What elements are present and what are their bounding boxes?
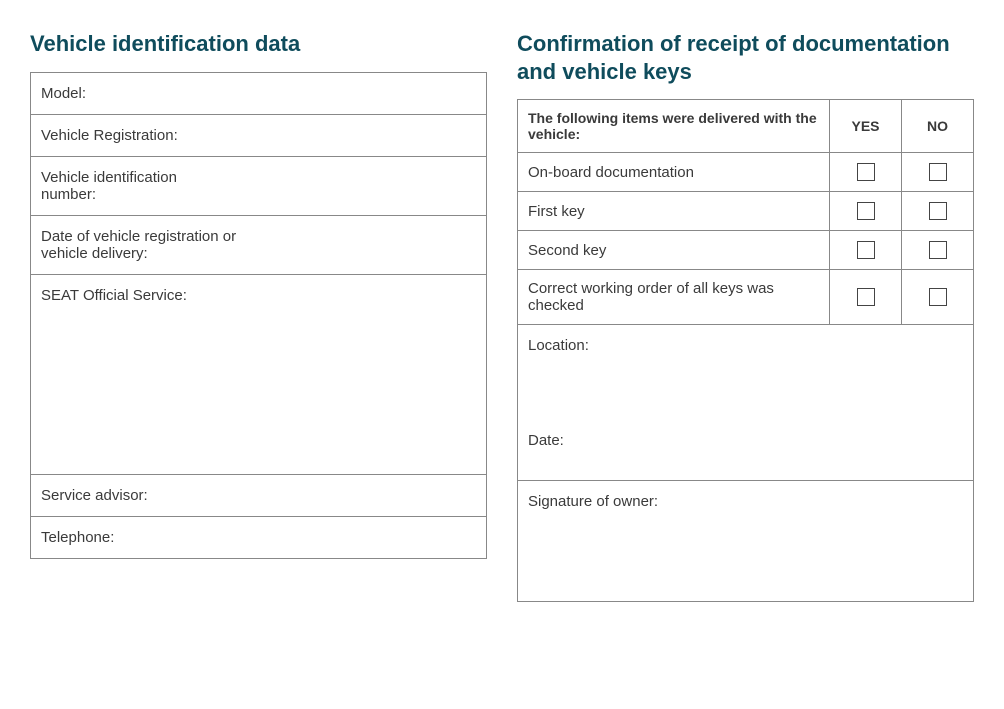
field-vehicle-registration[interactable]: Vehicle Registration:	[31, 115, 486, 157]
checkbox-yes[interactable]	[857, 163, 875, 181]
right-heading: Confirmation of receipt of documentation…	[517, 30, 974, 85]
field-registration-date[interactable]: Date of vehicle registration or vehicle …	[31, 216, 486, 275]
field-date[interactable]: Date:	[518, 420, 973, 480]
confirmation-details-box: Location: Date: Signature of owner:	[517, 325, 974, 602]
checklist-row: Second key	[518, 231, 974, 270]
checklist-item-label: Correct working order of all keys was ch…	[518, 270, 830, 325]
checklist-item-label: On-board documentation	[518, 153, 830, 192]
checklist-header-yes: YES	[830, 100, 902, 153]
field-seat-service[interactable]: SEAT Official Service:	[31, 275, 486, 475]
vehicle-id-box: Model: Vehicle Registration: Vehicle ide…	[30, 72, 487, 559]
checkbox-yes[interactable]	[857, 202, 875, 220]
checkbox-no[interactable]	[929, 163, 947, 181]
delivery-checklist: The following items were delivered with …	[517, 99, 974, 325]
checklist-row: First key	[518, 192, 974, 231]
field-service-advisor[interactable]: Service advisor:	[31, 475, 486, 517]
checkbox-no[interactable]	[929, 241, 947, 259]
checklist-header-prompt: The following items were delivered with …	[518, 100, 830, 153]
right-column: Confirmation of receipt of documentation…	[517, 30, 974, 602]
checklist-item-label: Second key	[518, 231, 830, 270]
checkbox-no[interactable]	[929, 202, 947, 220]
field-location[interactable]: Location:	[518, 325, 973, 420]
checklist-row: On-board documentation	[518, 153, 974, 192]
checkbox-no[interactable]	[929, 288, 947, 306]
field-vin[interactable]: Vehicle identification number:	[31, 157, 486, 216]
left-column: Vehicle identification data Model: Vehic…	[30, 30, 487, 602]
field-signature[interactable]: Signature of owner:	[518, 481, 973, 601]
checkbox-yes[interactable]	[857, 288, 875, 306]
location-date-group: Location: Date:	[518, 325, 973, 481]
checklist-header-row: The following items were delivered with …	[518, 100, 974, 153]
checklist-row: Correct working order of all keys was ch…	[518, 270, 974, 325]
field-telephone[interactable]: Telephone:	[31, 517, 486, 558]
form-page: Vehicle identification data Model: Vehic…	[30, 30, 974, 602]
checklist-item-label: First key	[518, 192, 830, 231]
field-model[interactable]: Model:	[31, 73, 486, 115]
checklist-header-no: NO	[902, 100, 974, 153]
left-heading: Vehicle identification data	[30, 30, 487, 58]
checkbox-yes[interactable]	[857, 241, 875, 259]
